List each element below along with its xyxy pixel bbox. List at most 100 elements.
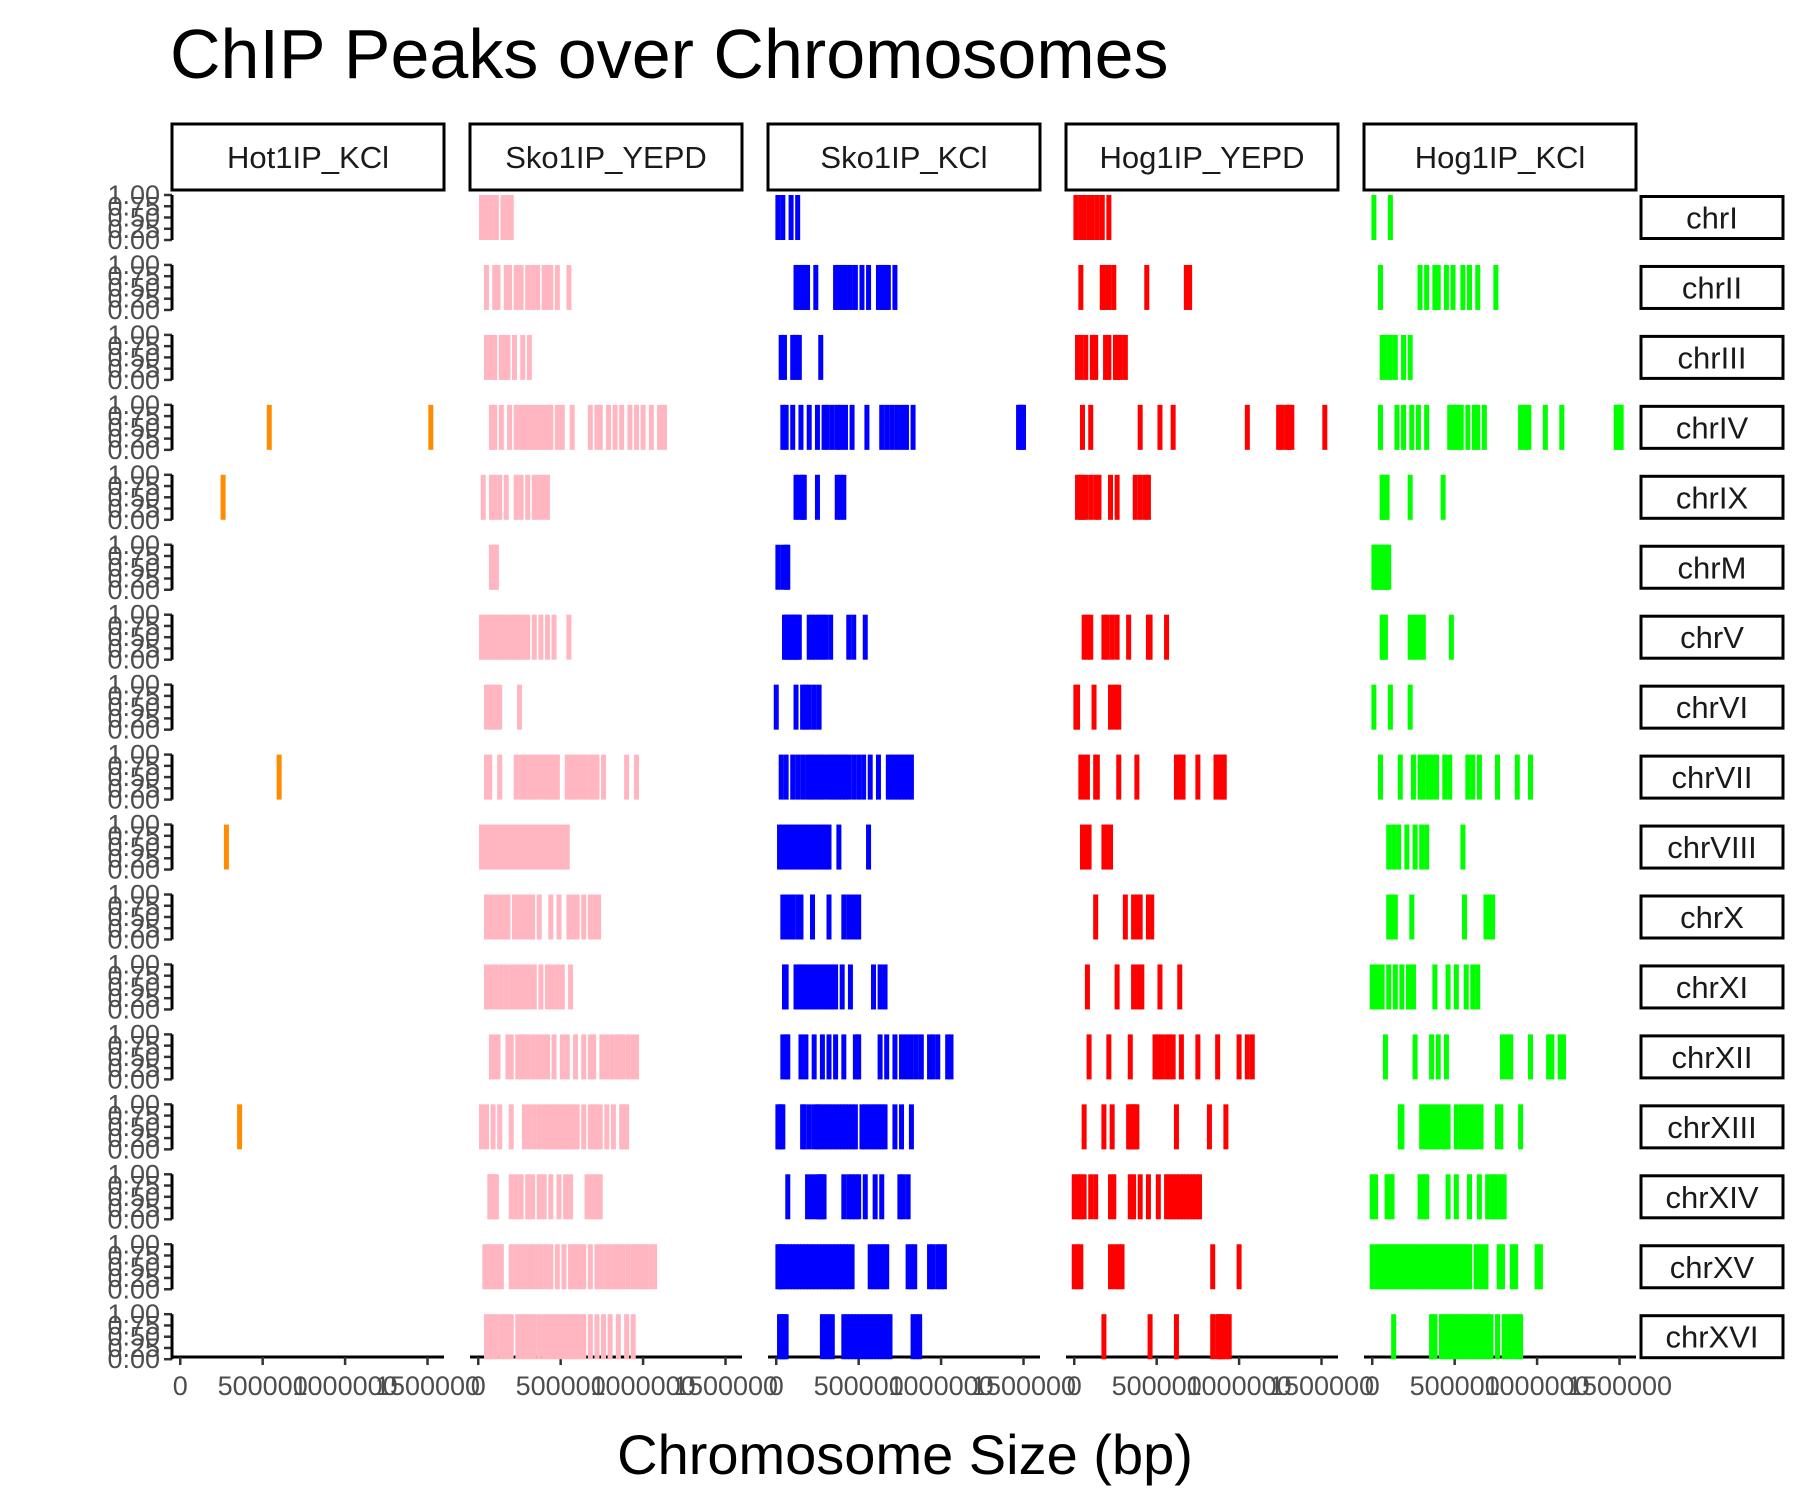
peak-mark <box>834 474 840 520</box>
peak-mark <box>1467 1244 1473 1290</box>
peak-mark <box>1084 614 1090 660</box>
peak-mark <box>505 894 511 940</box>
peak-mark <box>1210 1314 1216 1360</box>
peak-mark <box>829 964 835 1010</box>
peak-mark <box>554 264 560 310</box>
peak-mark <box>528 824 534 870</box>
peak-mark <box>788 195 794 240</box>
peak-mark <box>512 964 518 1010</box>
peak-mark <box>871 1314 877 1360</box>
peak-mark <box>813 824 819 870</box>
peak-mark <box>1391 1314 1397 1360</box>
peak-mark <box>633 404 639 450</box>
peak-mark <box>1376 964 1382 1010</box>
peak-mark <box>1071 1244 1077 1290</box>
peak-mark <box>1453 1244 1459 1290</box>
peak-mark <box>538 754 544 800</box>
y-tick-label: 0.75 <box>107 541 160 571</box>
peak-mark <box>786 1244 792 1290</box>
peak-mark <box>1443 1034 1449 1080</box>
peak-mark <box>521 964 527 1010</box>
peak-mark <box>930 1244 936 1290</box>
peak-mark <box>813 1244 819 1290</box>
peak-mark <box>1432 1314 1438 1360</box>
peak-mark <box>780 1104 786 1150</box>
y-tick-label: 0.00 <box>107 994 160 1024</box>
peak-mark <box>803 684 809 730</box>
peak-mark <box>1119 1244 1125 1290</box>
y-tick-label: 0.25 <box>107 843 160 873</box>
peak-mark <box>1147 614 1153 660</box>
peak-mark <box>503 264 509 310</box>
peak-mark <box>884 1314 890 1360</box>
peak-mark <box>892 754 898 800</box>
peak-mark <box>591 754 597 800</box>
peak-mark <box>867 754 873 800</box>
peak-mark <box>1392 964 1398 1010</box>
row-strip-label: chrXIV <box>1665 1180 1758 1215</box>
y-tick-label: 0.75 <box>107 961 160 991</box>
y-tick-label: 0.25 <box>107 564 160 594</box>
peak-mark <box>1560 1034 1566 1080</box>
y-tick-label: 0.75 <box>107 1101 160 1131</box>
peak-mark <box>561 1244 567 1290</box>
peak-mark <box>1127 1174 1133 1220</box>
peak-mark <box>488 404 494 450</box>
peak-mark <box>513 1174 519 1220</box>
peak-mark <box>882 964 888 1010</box>
y-tick-label: 0.25 <box>107 703 160 733</box>
peak-mark <box>846 1244 852 1290</box>
row-strip-box <box>1639 614 1785 660</box>
peak-mark <box>839 754 845 800</box>
peak-mark <box>1147 1314 1153 1360</box>
peak-mark <box>910 1314 916 1360</box>
peak-mark <box>1465 1104 1471 1150</box>
peak-mark <box>836 1244 842 1290</box>
y-tick-label: 1.00 <box>107 880 160 910</box>
peak-mark <box>518 1174 524 1220</box>
row-strip-box <box>1639 1174 1785 1220</box>
peak-mark <box>805 264 811 310</box>
peak-mark <box>1075 474 1081 520</box>
peak-mark <box>842 1104 848 1150</box>
peak-mark <box>518 964 524 1010</box>
y-tick-label: 0.75 <box>107 751 160 781</box>
peak-mark <box>851 614 857 660</box>
peak-mark <box>1450 264 1456 310</box>
peak-mark <box>518 1034 524 1080</box>
peak-mark <box>1618 404 1624 450</box>
peak-mark <box>1458 1314 1464 1360</box>
peak-mark <box>786 894 792 940</box>
peak-mark <box>587 1244 593 1290</box>
peak-mark <box>577 1314 583 1360</box>
row-strip-box <box>1639 404 1785 450</box>
peak-mark <box>497 474 503 520</box>
peak-mark <box>1394 1244 1400 1290</box>
peak-mark <box>1071 1174 1077 1220</box>
peak-mark <box>617 1244 623 1290</box>
peak-mark <box>829 404 835 450</box>
peak-mark <box>571 1104 577 1150</box>
peak-mark <box>482 614 488 660</box>
peak-mark <box>1462 1314 1468 1360</box>
peak-mark <box>1404 824 1410 870</box>
peak-mark <box>591 1104 597 1150</box>
peak-mark <box>1508 1034 1514 1080</box>
peak-mark <box>581 1314 587 1360</box>
peak-mark <box>1493 264 1499 310</box>
peak-mark <box>497 1104 503 1150</box>
peak-mark <box>528 1314 534 1360</box>
peak-mark <box>488 1034 494 1080</box>
peak-mark <box>1078 1174 1084 1220</box>
peak-mark <box>505 334 511 380</box>
peak-mark <box>1093 894 1099 940</box>
peak-mark <box>1518 1314 1524 1360</box>
peak-mark <box>518 264 524 310</box>
peak-mark <box>801 474 807 520</box>
peak-mark <box>594 1244 600 1290</box>
peak-mark <box>856 1174 862 1220</box>
peak-mark <box>1114 474 1120 520</box>
peak-mark <box>482 1244 488 1290</box>
peak-mark <box>826 1244 832 1290</box>
